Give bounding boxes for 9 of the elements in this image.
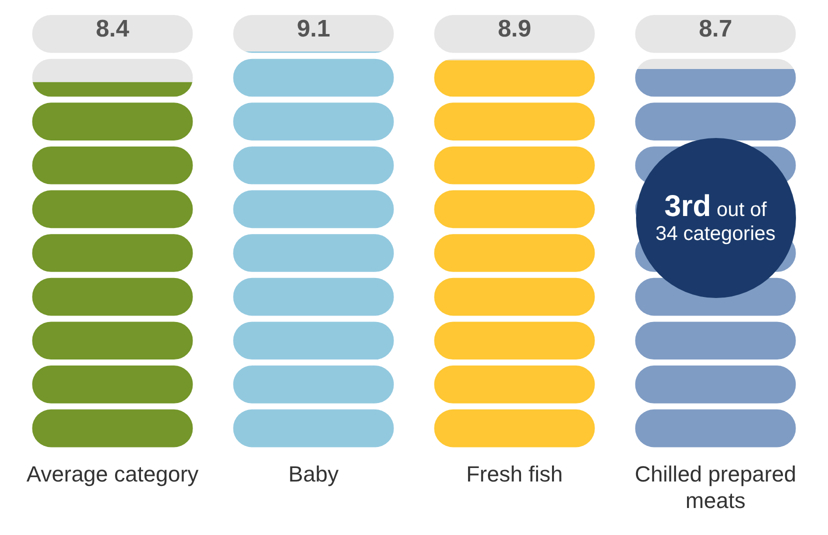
annotation: 3rd out of 34 categories — [654, 190, 777, 246]
data-label: 9.1 — [296, 16, 330, 43]
x-tick-label: Fresh fish — [466, 461, 563, 486]
data-label: 8.7 — [698, 16, 732, 43]
data-label: 8.9 — [498, 16, 532, 43]
x-tick-label: Chilled prepared meats — [634, 461, 796, 513]
data-label: 8.4 — [96, 16, 130, 43]
x-tick-label: Average category — [26, 461, 199, 486]
x-tick-label: Baby — [288, 461, 339, 486]
